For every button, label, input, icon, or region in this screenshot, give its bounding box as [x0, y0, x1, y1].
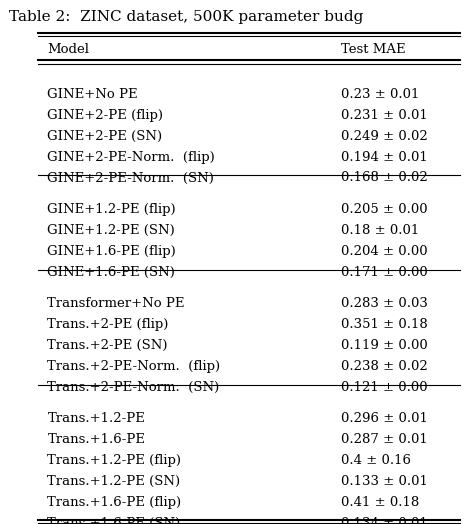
Text: 0.171 ± 0.00: 0.171 ± 0.00 [341, 266, 428, 279]
Text: 0.204 ± 0.00: 0.204 ± 0.00 [341, 245, 428, 258]
Text: Trans.+1.2-PE: Trans.+1.2-PE [47, 412, 145, 425]
Text: 0.287 ± 0.01: 0.287 ± 0.01 [341, 433, 428, 446]
Text: 0.4 ± 0.16: 0.4 ± 0.16 [341, 454, 411, 467]
Text: Trans.+1.6-PE (SN): Trans.+1.6-PE (SN) [47, 517, 181, 524]
Text: Trans.+2-PE (SN): Trans.+2-PE (SN) [47, 339, 168, 352]
Text: 0.249 ± 0.02: 0.249 ± 0.02 [341, 129, 428, 143]
Text: 0.194 ± 0.01: 0.194 ± 0.01 [341, 150, 428, 163]
Text: 0.41 ± 0.18: 0.41 ± 0.18 [341, 496, 419, 509]
Text: GINE+1.2-PE (SN): GINE+1.2-PE (SN) [47, 224, 175, 237]
Text: GINE+1.6-PE (SN): GINE+1.6-PE (SN) [47, 266, 175, 279]
Text: Trans.+1.2-PE (flip): Trans.+1.2-PE (flip) [47, 454, 182, 467]
Text: 0.121 ± 0.00: 0.121 ± 0.00 [341, 381, 428, 394]
Text: GINE+No PE: GINE+No PE [47, 88, 138, 101]
Text: Trans.+1.6-PE (flip): Trans.+1.6-PE (flip) [47, 496, 182, 509]
Text: GINE+1.6-PE (flip): GINE+1.6-PE (flip) [47, 245, 176, 258]
Text: 0.283 ± 0.03: 0.283 ± 0.03 [341, 297, 428, 310]
Text: GINE+2-PE (SN): GINE+2-PE (SN) [47, 129, 163, 143]
Text: GINE+2-PE (flip): GINE+2-PE (flip) [47, 108, 164, 122]
Text: GINE+1.2-PE (flip): GINE+1.2-PE (flip) [47, 203, 176, 216]
Text: GINE+2-PE-Norm.  (flip): GINE+2-PE-Norm. (flip) [47, 150, 215, 163]
Text: Trans.+1.2-PE (SN): Trans.+1.2-PE (SN) [47, 475, 181, 488]
Text: 0.23 ± 0.01: 0.23 ± 0.01 [341, 88, 419, 101]
Text: GINE+2-PE-Norm.  (SN): GINE+2-PE-Norm. (SN) [47, 171, 214, 184]
Text: Test MAE: Test MAE [341, 43, 406, 56]
Text: Table 2:  ZINC dataset, 500K parameter budg: Table 2: ZINC dataset, 500K parameter bu… [9, 10, 364, 25]
Text: Trans.+2-PE-Norm.  (flip): Trans.+2-PE-Norm. (flip) [47, 360, 220, 373]
Text: Trans.+2-PE-Norm.  (SN): Trans.+2-PE-Norm. (SN) [47, 381, 219, 394]
Text: 0.133 ± 0.01: 0.133 ± 0.01 [341, 475, 428, 488]
Text: 0.238 ± 0.02: 0.238 ± 0.02 [341, 360, 428, 373]
Text: 0.205 ± 0.00: 0.205 ± 0.00 [341, 203, 428, 216]
Text: Trans.+1.6-PE: Trans.+1.6-PE [47, 433, 146, 446]
Text: Trans.+2-PE (flip): Trans.+2-PE (flip) [47, 318, 169, 331]
Text: 0.351 ± 0.18: 0.351 ± 0.18 [341, 318, 428, 331]
Text: 0.119 ± 0.00: 0.119 ± 0.00 [341, 339, 428, 352]
Text: 0.18 ± 0.01: 0.18 ± 0.01 [341, 224, 419, 237]
Text: 0.134 ± 0.01: 0.134 ± 0.01 [341, 517, 428, 524]
Text: 0.231 ± 0.01: 0.231 ± 0.01 [341, 108, 428, 122]
Text: 0.296 ± 0.01: 0.296 ± 0.01 [341, 412, 428, 425]
Text: Model: Model [47, 43, 90, 56]
Text: Transformer+No PE: Transformer+No PE [47, 297, 185, 310]
Text: 0.168 ± 0.02: 0.168 ± 0.02 [341, 171, 428, 184]
